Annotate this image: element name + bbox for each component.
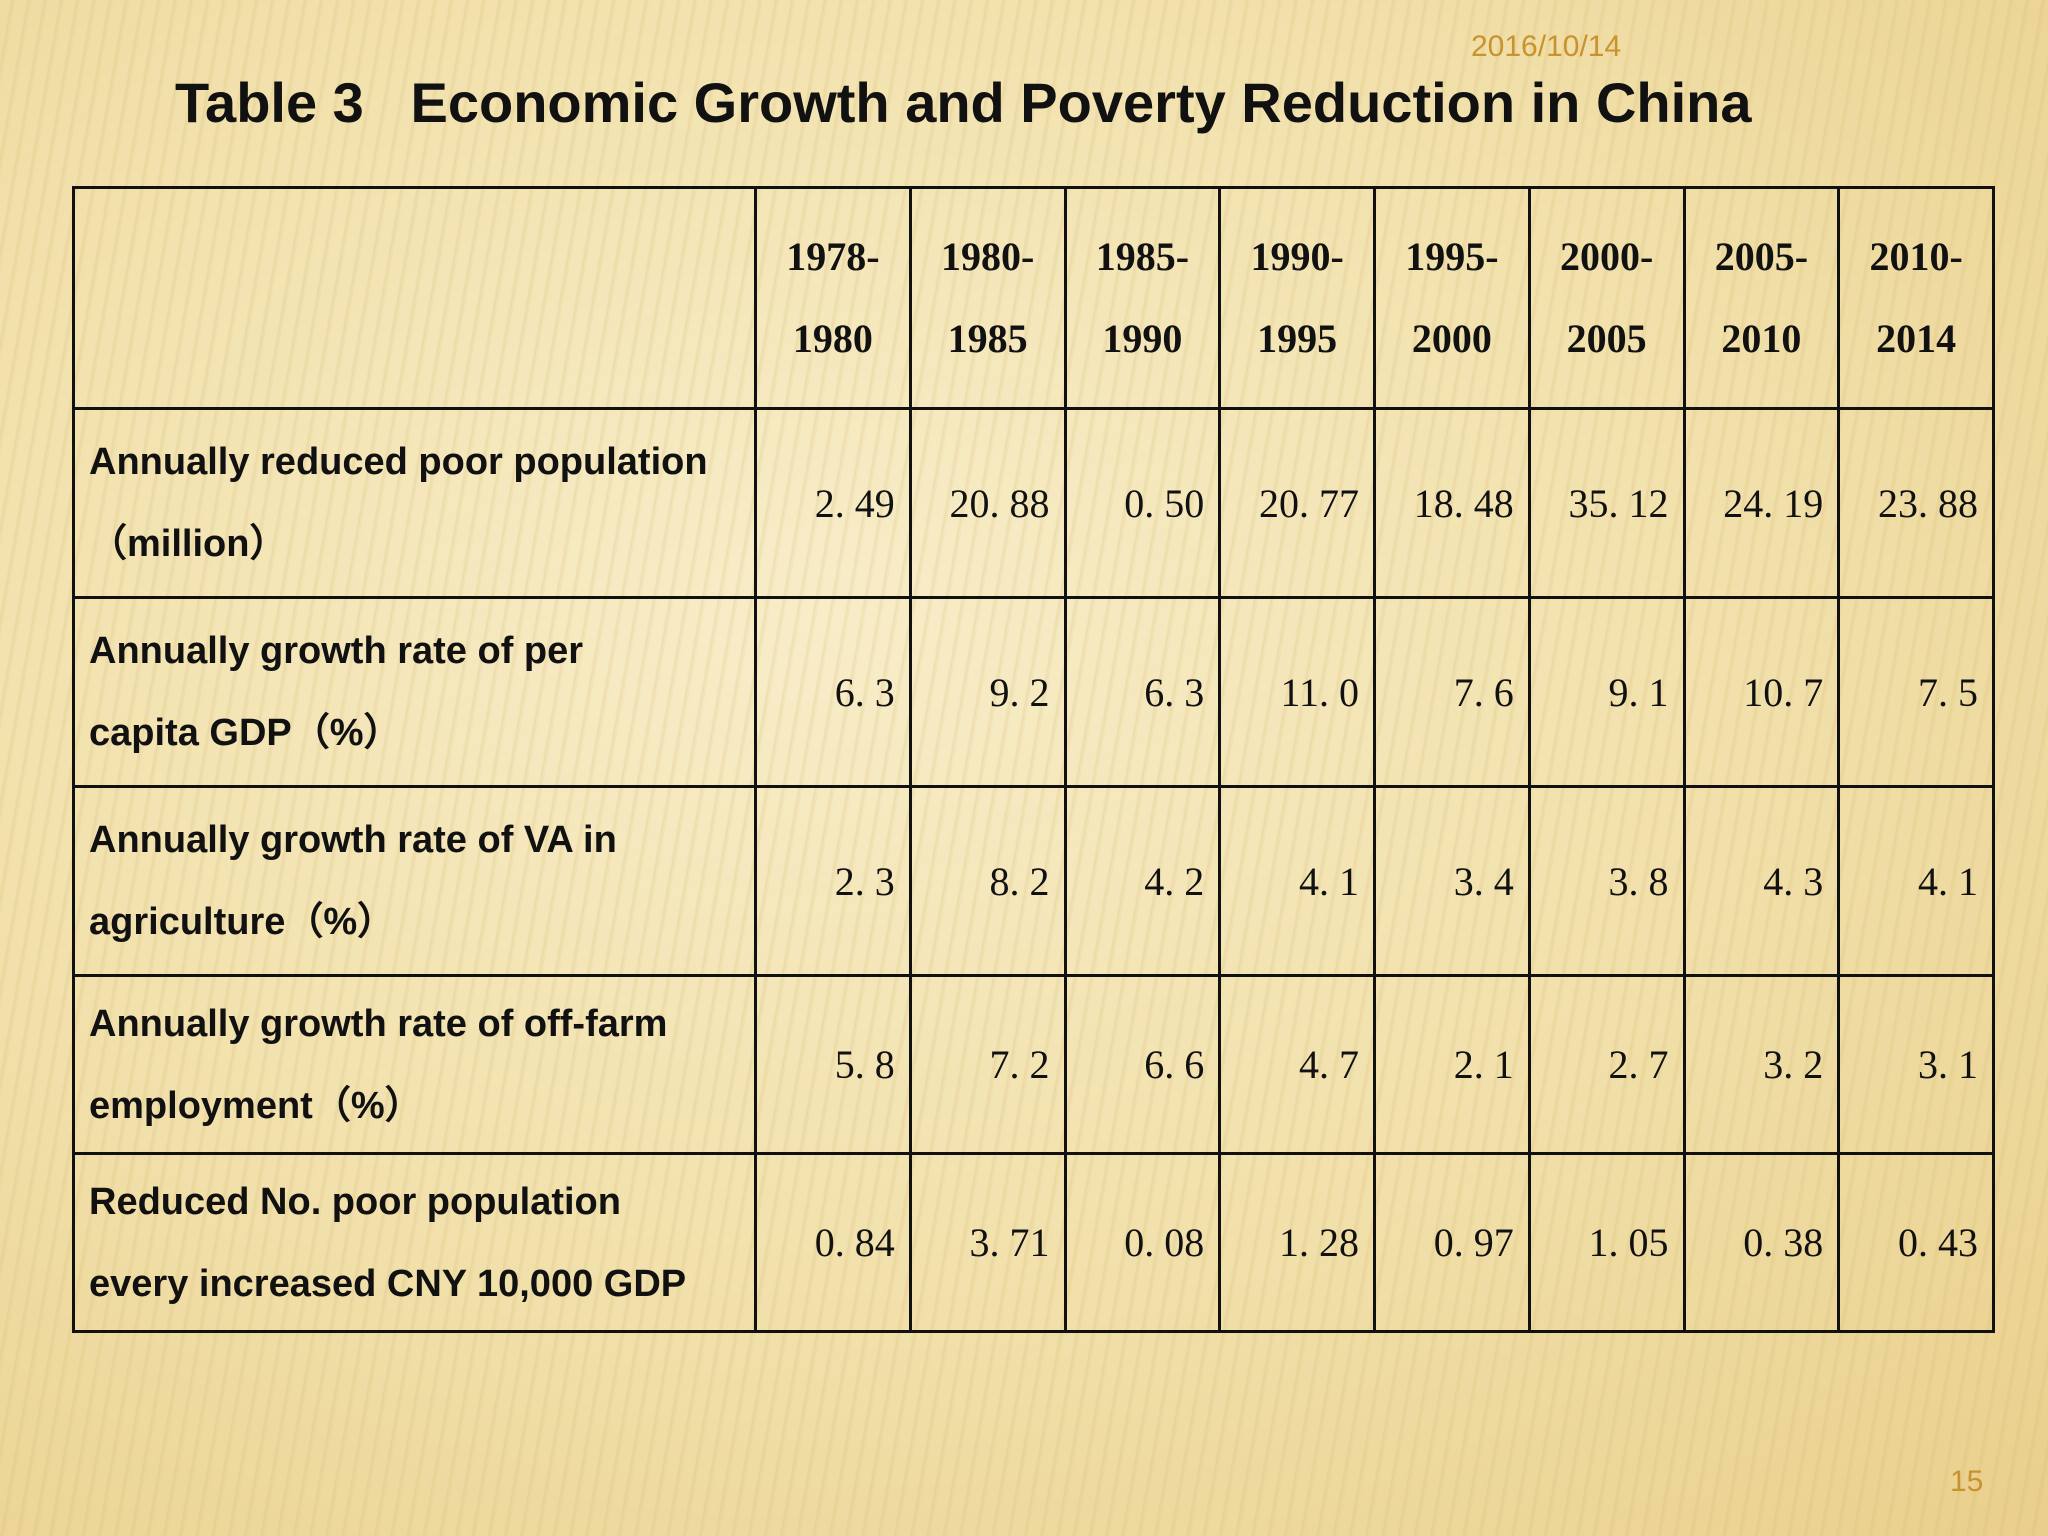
slide-date: 2016/10/14 <box>1471 30 1622 63</box>
table-cell: 4. 7 <box>1218 974 1376 1155</box>
row-label-line-1: Annually growth rate of VA in <box>89 819 617 861</box>
table-cell: 8. 2 <box>908 785 1067 977</box>
row-label: Reduced No. poor population every increas… <box>72 1152 757 1333</box>
table-cell: 3. 4 <box>1373 785 1531 977</box>
table-cell: 6. 3 <box>754 596 912 788</box>
table-cell: 0. 50 <box>1063 407 1222 599</box>
table-cell: 11. 0 <box>1218 596 1376 788</box>
table-cell: 4. 1 <box>1218 785 1376 977</box>
table-cell: 2. 1 <box>1373 974 1531 1155</box>
row-label-line-2: capita GDP（%） <box>89 712 402 754</box>
row-label: Annually growth rate of VA in agriculture… <box>72 785 757 977</box>
period-end: 2010 <box>1721 316 1802 361</box>
column-header-2000-2005: 2000- 2005 <box>1527 186 1686 410</box>
table-cell: 5. 8 <box>754 974 912 1155</box>
period-start: 2005- <box>1714 234 1809 279</box>
column-header-2005-2010: 2005- 2010 <box>1682 186 1841 410</box>
table-cell: 18. 48 <box>1373 407 1531 599</box>
row-label-line-1: Reduced No. poor population <box>89 1180 621 1223</box>
period-end: 1995 <box>1257 316 1338 361</box>
period-end: 2000 <box>1411 316 1492 361</box>
table-cell: 4. 2 <box>1063 785 1222 977</box>
table-cell: 9. 2 <box>908 596 1067 788</box>
row-label: Annually growth rate of off-farm employme… <box>72 974 757 1155</box>
period-start: 1990- <box>1250 234 1344 279</box>
table-cell: 2. 3 <box>754 785 912 977</box>
slide-number: 15 <box>1950 1465 1984 1498</box>
period-start: 2010- <box>1869 234 1963 279</box>
table-cell: 2. 49 <box>754 407 912 599</box>
table-cell: 6. 3 <box>1063 596 1222 788</box>
table-cell: 3. 1 <box>1837 974 1995 1155</box>
table-cell: 0. 38 <box>1682 1152 1841 1333</box>
period-start: 1995- <box>1405 234 1499 279</box>
column-header-1985-1990: 1985- 1990 <box>1063 186 1222 410</box>
table-cell: 0. 84 <box>754 1152 912 1333</box>
row-label-line-1: Annually reduced poor population <box>89 441 708 483</box>
table-row-reduced-poor-per-gdp: Reduced No. poor population every increas… <box>72 1152 1995 1333</box>
table-row-off-farm-employment-growth: Annually growth rate of off-farm employme… <box>72 974 1995 1155</box>
period-end: 1985 <box>947 316 1028 361</box>
table-cell: 35. 12 <box>1527 407 1686 599</box>
table-cell: 1. 28 <box>1218 1152 1376 1333</box>
row-label: Annually growth rate of per capita GDP（%） <box>72 596 757 788</box>
table-cell: 0. 08 <box>1063 1152 1222 1333</box>
slide-title: Table 3 Economic Growth and Poverty Redu… <box>175 71 1752 134</box>
table-cell: 3. 71 <box>908 1152 1067 1333</box>
table-cell: 20. 88 <box>908 407 1067 599</box>
period-end: 2014 <box>1876 316 1957 361</box>
table-cell: 7. 2 <box>908 974 1067 1155</box>
column-header-1995-2000: 1995- 2000 <box>1373 186 1531 410</box>
data-table-container: 1978- 1980 1980- 1985 1985- 1990 1990- 1995 … <box>72 186 1995 1333</box>
table-cell: 7. 5 <box>1837 596 1995 788</box>
row-label: Annually reduced poor population （million… <box>72 407 757 599</box>
row-label-line-2: employment（%） <box>89 1084 423 1127</box>
table-row-agriculture-va-growth: Annually growth rate of VA in agriculture… <box>72 785 1995 977</box>
table-cell: 10. 7 <box>1682 596 1841 788</box>
period-start: 2000- <box>1559 234 1654 279</box>
table-cell: 0. 43 <box>1837 1152 1995 1333</box>
data-table: 1978- 1980 1980- 1985 1985- 1990 1990- 1995 … <box>72 186 1995 1333</box>
period-end: 1990 <box>1102 316 1183 361</box>
table-cell: 3. 8 <box>1527 785 1686 977</box>
period-end: 2005 <box>1566 316 1647 361</box>
row-label-line-2: agriculture（%） <box>89 901 396 943</box>
table-header-row: 1978- 1980 1980- 1985 1985- 1990 1990- 1995 … <box>72 186 1995 410</box>
table-cell: 7. 6 <box>1373 596 1531 788</box>
table-cell: 24. 19 <box>1682 407 1841 599</box>
column-header-2010-2014: 2010- 2014 <box>1837 186 1995 410</box>
table-cell: 4. 1 <box>1837 785 1995 977</box>
table-cell: 6. 6 <box>1063 974 1222 1155</box>
column-header-1990-1995: 1990- 1995 <box>1218 186 1376 410</box>
table-cell: 0. 97 <box>1373 1152 1531 1333</box>
period-start: 1985- <box>1095 234 1190 279</box>
period-end: 1980 <box>792 316 873 361</box>
table-cell: 20. 77 <box>1218 407 1376 599</box>
table-corner-cell <box>72 186 757 410</box>
row-label-line-1: Annually growth rate of per <box>89 630 584 672</box>
table-cell: 4. 3 <box>1682 785 1841 977</box>
table-cell: 23. 88 <box>1837 407 1995 599</box>
period-start: 1978- <box>786 234 880 279</box>
table-cell: 9. 1 <box>1527 596 1686 788</box>
row-label-line-2: （million） <box>89 523 288 565</box>
row-label-line-2: every increased CNY 10,000 GDP <box>89 1262 687 1305</box>
row-label-line-1: Annually growth rate of off-farm <box>89 1002 668 1045</box>
table-row-reduced-poor-population: Annually reduced poor population （million… <box>72 407 1995 599</box>
table-row-per-capita-gdp-growth: Annually growth rate of per capita GDP（%）… <box>72 596 1995 788</box>
table-cell: 1. 05 <box>1527 1152 1686 1333</box>
column-header-1980-1985: 1980- 1985 <box>908 186 1067 410</box>
period-start: 1980- <box>940 234 1035 279</box>
column-header-1978-1980: 1978- 1980 <box>754 186 912 410</box>
table-cell: 2. 7 <box>1527 974 1686 1155</box>
table-cell: 3. 2 <box>1682 974 1841 1155</box>
